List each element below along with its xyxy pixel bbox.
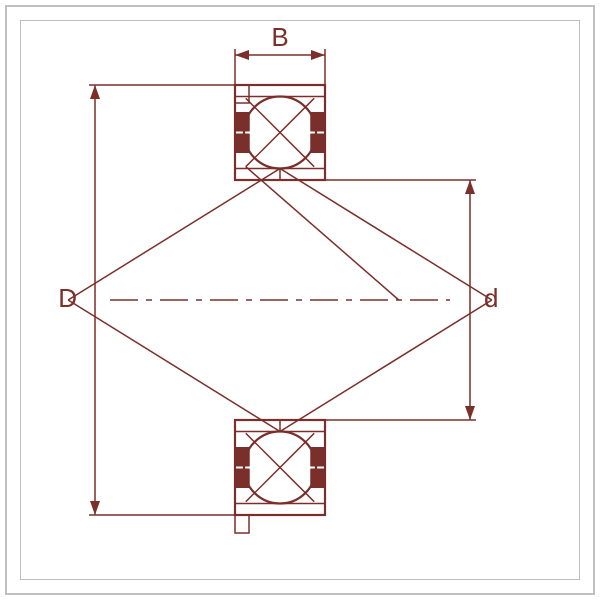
inner-frame — [20, 20, 580, 580]
